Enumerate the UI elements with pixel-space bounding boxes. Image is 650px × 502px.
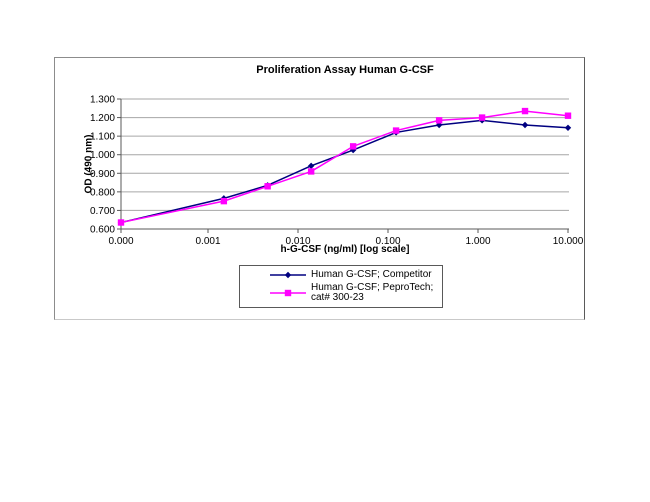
legend-entry: Human G-CSF; Competitor xyxy=(270,268,442,280)
data-point-marker xyxy=(521,121,529,129)
legend-key-marker xyxy=(284,290,292,297)
y-tick-label: 0.600 xyxy=(90,225,115,236)
y-tick-label: 1.200 xyxy=(90,113,115,124)
data-point-marker xyxy=(307,162,315,170)
data-point-marker xyxy=(117,219,125,226)
x-axis-title: h-G-CSF (ng/ml) [log scale] xyxy=(280,244,410,255)
y-axis-title: OD (490 nm) xyxy=(83,134,95,194)
legend-key-square-icon xyxy=(270,290,306,297)
data-point-marker xyxy=(392,127,400,134)
data-point-marker xyxy=(478,114,486,121)
y-tick-label: 1.000 xyxy=(90,150,115,161)
x-tick-label: 1.000 xyxy=(465,236,490,247)
chart-title: Proliferation Assay Human G-CSF xyxy=(256,64,434,76)
data-point-marker xyxy=(349,143,357,150)
x-tick-label: 0.100 xyxy=(375,236,400,247)
legend-key-marker xyxy=(284,271,292,278)
y-tick-label: 0.700 xyxy=(90,206,115,217)
data-point-marker xyxy=(307,168,315,175)
series-line-1 xyxy=(120,110,569,224)
x-tick-label: 10.000 xyxy=(553,236,584,247)
data-point-marker xyxy=(521,107,529,115)
legend-label: Human G-CSF; Competitor xyxy=(311,268,432,280)
data-point-marker xyxy=(220,197,228,205)
data-point-marker xyxy=(264,183,271,190)
data-point-marker xyxy=(435,117,443,124)
data-point-marker xyxy=(564,124,572,131)
x-tick-label: 0.010 xyxy=(285,236,310,247)
y-tick-label: 0.900 xyxy=(90,169,115,180)
y-tick-label: 1.100 xyxy=(90,132,115,143)
chart-container: Proliferation Assay Human G-CSF 0.600 0.7… xyxy=(54,57,585,320)
legend-entry: Human G-CSF; PeproTech; cat# 300-23 xyxy=(270,283,442,303)
legend: Human G-CSF; Competitor Human G-CSF; Pepr… xyxy=(239,265,443,308)
y-tick-label: 0.800 xyxy=(90,187,115,198)
legend-key-diamond-icon xyxy=(270,271,306,278)
y-tick-label: 1.300 xyxy=(90,95,115,106)
x-tick-label: 0.001 xyxy=(195,236,220,247)
data-point-marker xyxy=(564,112,572,119)
series-line-0 xyxy=(120,119,569,224)
x-tick-label: 0.000 xyxy=(108,236,133,247)
legend-label: Human G-CSF; PeproTech; cat# 300-23 xyxy=(311,282,434,304)
plot-area-svg: 0.600 0.700 0.800 0.900 1.000 1.100 1.200 1.300… xyxy=(90,95,584,248)
